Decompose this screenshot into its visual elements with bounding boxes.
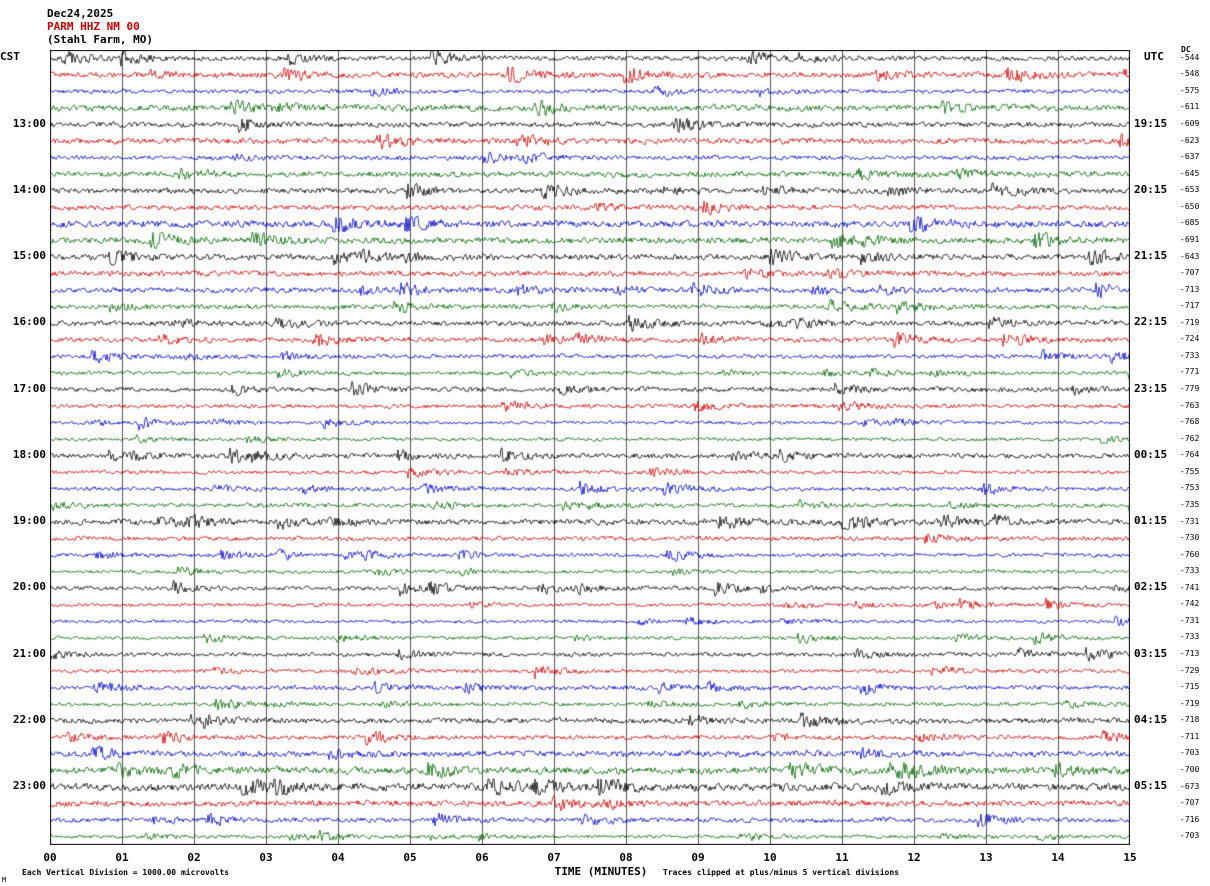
- dc-value-label: -673: [1180, 781, 1200, 791]
- utc-time-label: 21:15: [1134, 249, 1168, 263]
- dc-value-label: -611: [1180, 102, 1200, 112]
- utc-time-label: 05:15: [1134, 779, 1168, 793]
- utc-time-label: 23:15: [1134, 381, 1168, 395]
- dc-value-label: -760: [1180, 549, 1200, 559]
- dc-value-label: -733: [1180, 350, 1200, 360]
- x-tick-label: 08: [619, 851, 633, 864]
- dc-value-label: -548: [1180, 69, 1200, 79]
- dc-value-label: -703: [1180, 748, 1200, 758]
- dc-value-label: -691: [1180, 234, 1200, 244]
- dc-value-label: -707: [1180, 798, 1200, 808]
- footer-right-note: Traces clipped at plus/minus 5 vertical …: [663, 868, 900, 877]
- dc-value-label: -771: [1180, 367, 1200, 377]
- dc-value-label: -711: [1180, 731, 1200, 741]
- x-tick-label: 11: [835, 851, 849, 864]
- dc-value-label: -764: [1180, 450, 1200, 460]
- dc-value-label: -731: [1180, 615, 1200, 625]
- dc-value-label: -755: [1180, 466, 1200, 476]
- seismogram-canvas: [50, 50, 1130, 845]
- dc-value-label: -753: [1180, 483, 1200, 493]
- dc-value-label: -544: [1180, 52, 1200, 62]
- title-date: Dec24,2025: [47, 7, 114, 20]
- utc-time-label: 20:15: [1134, 182, 1168, 196]
- dc-value-label: -609: [1180, 119, 1200, 129]
- x-tick-label: 07: [547, 851, 561, 864]
- cst-time-label: 18:00: [12, 447, 46, 461]
- dc-value-label: -715: [1180, 682, 1200, 692]
- x-tick-label: 02: [187, 851, 201, 864]
- footer-left-note: Each Vertical Division = 1000.00 microvo…: [22, 868, 230, 877]
- cst-time-label: 14:00: [12, 182, 46, 196]
- dc-value-label: -713: [1180, 284, 1200, 294]
- x-tick-label: 04: [331, 851, 345, 864]
- dc-value-label: -713: [1180, 649, 1200, 659]
- x-tick-label: 03: [259, 851, 273, 864]
- left-axis-label: CST: [0, 50, 20, 63]
- utc-time-label: 02:15: [1134, 580, 1168, 594]
- dc-value-label: -779: [1180, 384, 1200, 394]
- dc-value-label: -653: [1180, 185, 1200, 195]
- cst-time-label: 16:00: [12, 315, 46, 329]
- dc-value-label: -643: [1180, 251, 1200, 261]
- x-tick-label: 09: [691, 851, 705, 864]
- cst-time-label: 21:00: [12, 646, 46, 660]
- dc-value-label: -733: [1180, 566, 1200, 576]
- cst-time-label: 17:00: [12, 381, 46, 395]
- dc-value-label: -707: [1180, 268, 1200, 278]
- utc-time-label: 03:15: [1134, 646, 1168, 660]
- title-station: PARM HHZ NM 00: [47, 20, 140, 33]
- x-tick-label: 13: [979, 851, 993, 864]
- dc-value-label: -768: [1180, 417, 1200, 427]
- dc-value-label: -717: [1180, 301, 1200, 311]
- dc-value-label: -762: [1180, 433, 1200, 443]
- dc-value-label: -623: [1180, 135, 1200, 145]
- dc-value-label: -645: [1180, 168, 1200, 178]
- dc-value-label: -733: [1180, 632, 1200, 642]
- x-tick-label: 00: [43, 851, 57, 864]
- dc-value-label: -729: [1180, 665, 1200, 675]
- dc-value-label: -650: [1180, 201, 1200, 211]
- title-location: (Stahl Farm, MO): [47, 33, 153, 46]
- x-tick-label: 01: [115, 851, 129, 864]
- dc-value-label: -731: [1180, 516, 1200, 526]
- x-tick-label: 14: [1051, 851, 1065, 864]
- x-tick-label: 15: [1123, 851, 1137, 864]
- utc-time-label: 19:15: [1134, 116, 1168, 130]
- cst-time-label: 23:00: [12, 779, 46, 793]
- dc-value-label: -724: [1180, 334, 1200, 344]
- dc-value-label: -685: [1180, 218, 1200, 228]
- dc-value-label: -716: [1180, 814, 1200, 824]
- utc-time-label: 22:15: [1134, 315, 1168, 329]
- x-tick-label: 06: [475, 851, 489, 864]
- corner-mark: M: [2, 876, 7, 884]
- cst-time-label: 20:00: [12, 580, 46, 594]
- dc-value-label: -742: [1180, 599, 1200, 609]
- right-axis-label: UTC: [1144, 50, 1164, 63]
- dc-value-label: -735: [1180, 499, 1200, 509]
- x-tick-label: 05: [403, 851, 417, 864]
- dc-value-label: -719: [1180, 698, 1200, 708]
- utc-time-label: 00:15: [1134, 447, 1168, 461]
- utc-time-label: 01:15: [1134, 514, 1168, 528]
- x-axis-title: TIME (MINUTES): [554, 865, 648, 878]
- cst-time-label: 13:00: [12, 116, 46, 130]
- dc-value-label: -700: [1180, 764, 1200, 774]
- cst-time-label: 22:00: [12, 712, 46, 726]
- dc-value-label: -719: [1180, 317, 1200, 327]
- cst-time-label: 19:00: [12, 514, 46, 528]
- dc-value-label: -763: [1180, 400, 1200, 410]
- x-tick-label: 10: [763, 851, 777, 864]
- dc-value-label: -575: [1180, 85, 1200, 95]
- dc-value-label: -741: [1180, 582, 1200, 592]
- utc-time-label: 04:15: [1134, 712, 1168, 726]
- x-tick-label: 12: [907, 851, 921, 864]
- dc-axis-label: DC: [1181, 45, 1191, 54]
- dc-value-label: -718: [1180, 715, 1200, 725]
- dc-value-label: -730: [1180, 533, 1200, 543]
- cst-time-label: 15:00: [12, 249, 46, 263]
- dc-value-label: -637: [1180, 152, 1200, 162]
- dc-value-label: -703: [1180, 831, 1200, 841]
